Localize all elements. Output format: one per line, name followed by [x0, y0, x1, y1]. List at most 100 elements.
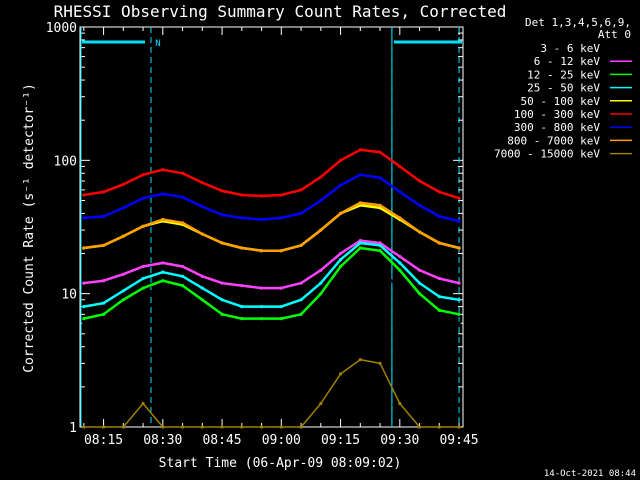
series-line-3	[83, 241, 460, 308]
data-point	[180, 171, 185, 175]
data-point	[299, 321, 303, 325]
data-point	[259, 425, 264, 429]
data-point	[259, 317, 264, 321]
series-line-7	[83, 201, 460, 252]
data-point	[319, 198, 323, 203]
data-point	[180, 292, 185, 296]
data-point	[200, 232, 204, 236]
data-point	[240, 321, 244, 325]
data-point	[220, 425, 224, 429]
data-point	[279, 249, 283, 253]
data-point	[398, 216, 402, 220]
data-point	[141, 224, 145, 228]
data-point	[338, 158, 343, 162]
legend-label: 12 - 25 keV	[527, 68, 600, 81]
data-point	[141, 196, 145, 200]
x-tick-label: 08:45	[202, 433, 241, 448]
data-point	[141, 173, 145, 177]
data-point	[437, 308, 441, 312]
legend-label: 800 - 7000 keV	[507, 134, 600, 147]
data-point	[457, 312, 461, 316]
x-tick-label: 09:15	[321, 433, 360, 448]
data-point	[121, 298, 125, 302]
saa-flag-label: N	[155, 39, 160, 49]
data-point	[299, 312, 303, 316]
data-point	[82, 216, 86, 220]
data-point	[437, 214, 441, 218]
data-point	[398, 401, 402, 406]
data-point	[240, 317, 244, 321]
data-point	[82, 281, 86, 285]
data-point	[220, 312, 224, 316]
data-point	[200, 304, 204, 309]
data-point	[180, 264, 185, 269]
data-point	[437, 295, 441, 299]
data-point	[299, 243, 303, 248]
legend-label: 3 - 6 keV	[540, 42, 600, 55]
legend-label: 50 - 100 keV	[521, 95, 601, 108]
data-point	[220, 213, 224, 217]
x-tick-label: 09:45	[439, 433, 478, 448]
data-point	[319, 304, 323, 309]
series-line-0	[83, 265, 460, 330]
data-point	[82, 304, 86, 309]
data-point	[299, 211, 303, 215]
x-tick-label: 09:30	[380, 433, 419, 448]
data-point	[101, 301, 106, 305]
data-point	[457, 425, 461, 429]
data-point	[279, 317, 283, 321]
data-point	[299, 298, 303, 302]
data-point	[358, 246, 362, 250]
data-point	[141, 276, 145, 281]
legend-header: Att 0	[598, 28, 631, 41]
data-point	[259, 286, 264, 290]
data-point	[220, 189, 224, 193]
data-point	[398, 268, 402, 272]
data-point	[417, 292, 422, 296]
y-axis-label: Corrected Count Rate (s⁻¹ detector⁻¹)	[22, 83, 37, 373]
data-point	[457, 298, 461, 302]
data-point	[299, 281, 303, 285]
data-point	[378, 268, 382, 272]
data-point	[82, 321, 86, 325]
data-point	[101, 190, 106, 194]
data-point	[161, 261, 165, 265]
data-point	[437, 425, 441, 429]
data-point	[417, 230, 422, 234]
y-tick-label: 100	[54, 154, 77, 169]
data-point	[161, 279, 165, 283]
data-point	[319, 292, 323, 296]
data-point	[417, 425, 422, 429]
data-point	[161, 425, 165, 429]
data-point	[121, 182, 125, 186]
data-point	[338, 258, 343, 262]
data-point	[338, 183, 343, 187]
data-point	[398, 286, 402, 290]
data-point	[180, 221, 185, 225]
data-point	[121, 289, 125, 293]
data-point	[180, 283, 185, 288]
data-point	[101, 279, 106, 283]
data-point	[161, 286, 165, 290]
data-point	[240, 246, 244, 250]
data-point	[259, 304, 264, 309]
legend-label: 6 - 12 keV	[534, 55, 601, 68]
x-tick-label: 09:00	[262, 433, 301, 448]
data-point	[358, 358, 362, 362]
data-point	[378, 150, 382, 154]
data-point	[457, 196, 461, 200]
data-point	[82, 317, 86, 321]
data-point	[141, 401, 145, 406]
data-point	[161, 270, 165, 274]
data-point	[299, 425, 303, 429]
data-point	[358, 201, 362, 205]
data-point	[180, 425, 185, 429]
legend-label: 300 - 800 keV	[514, 121, 600, 134]
data-point	[398, 254, 402, 259]
legend-label: 25 - 50 keV	[527, 82, 600, 95]
data-point	[180, 274, 185, 278]
axes: 1 10 100 1000 08:15 08:30 08:45 09:00 09:15 09:30…	[46, 21, 479, 448]
data-point	[457, 219, 461, 223]
